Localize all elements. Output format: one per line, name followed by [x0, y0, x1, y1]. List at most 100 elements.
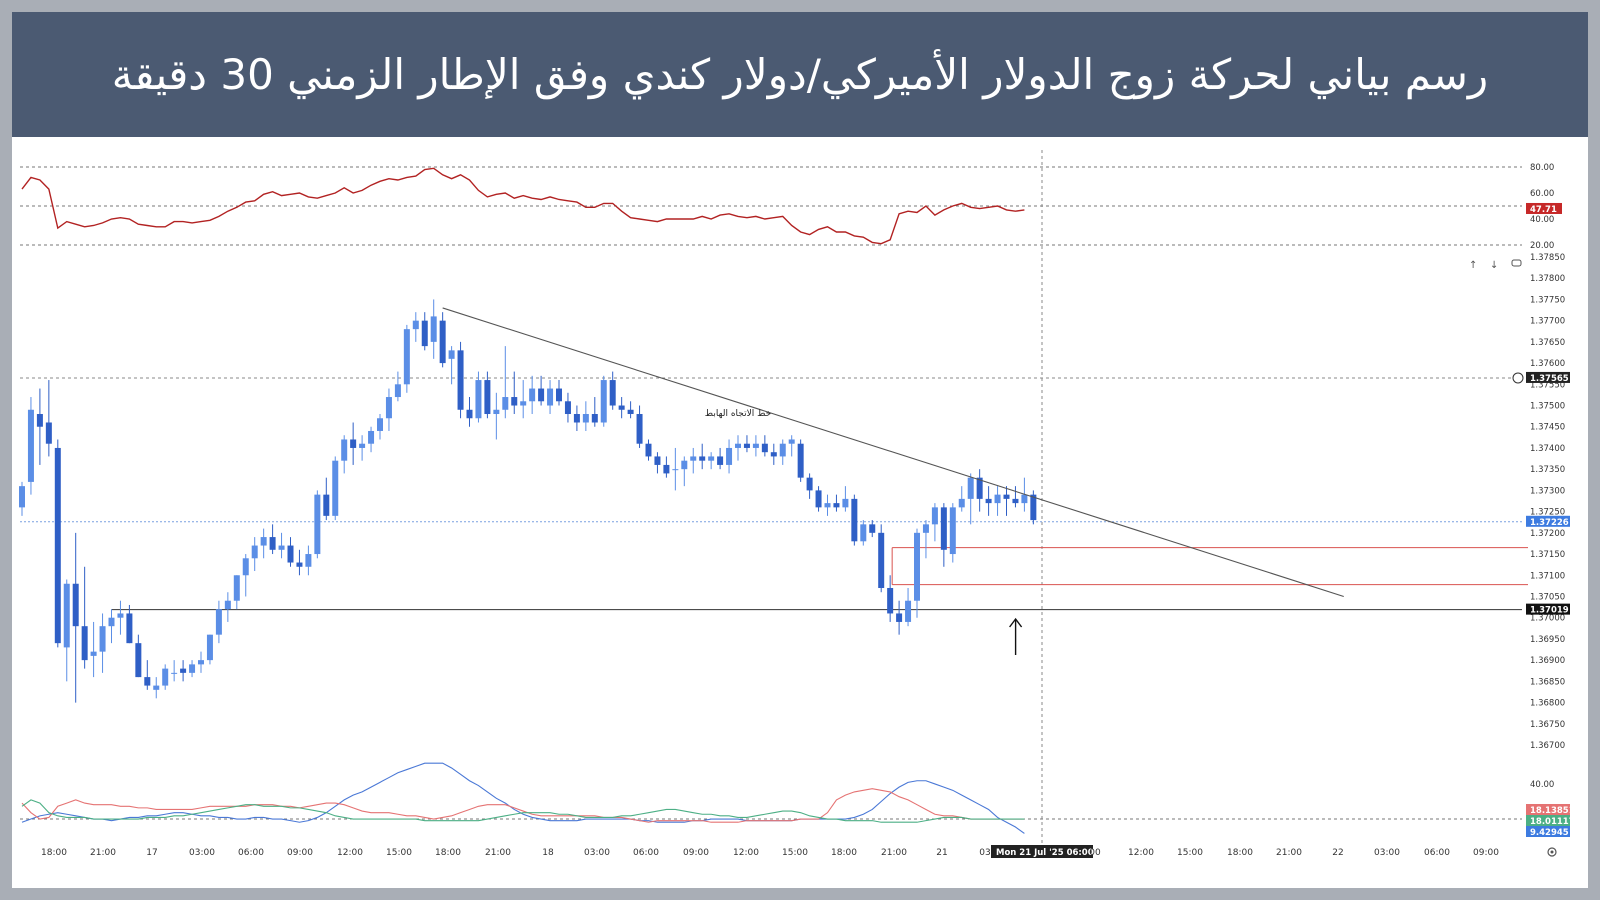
candle-body — [117, 613, 124, 618]
candle-body — [547, 388, 554, 406]
crosshair-date-text: Mon 21 Jul '25 06:00 — [996, 848, 1094, 858]
x-tick-label: 06:00 — [1424, 848, 1450, 858]
candle-body — [81, 626, 88, 661]
candle-body — [797, 443, 804, 478]
x-tick-label: 15:00 — [1177, 848, 1203, 858]
candle-body — [224, 600, 231, 610]
x-tick-label: 17 — [146, 848, 157, 858]
candle-body — [654, 456, 661, 465]
eye-icon[interactable] — [1547, 847, 1557, 857]
candle-body — [949, 507, 956, 555]
candle-body — [260, 537, 267, 546]
candle-body — [287, 545, 294, 563]
candle-body — [582, 414, 589, 423]
dmi-panel — [21, 762, 1025, 834]
candle-body — [215, 609, 222, 635]
candle-body — [323, 494, 330, 516]
candle-body — [421, 320, 428, 347]
candle-body — [708, 456, 715, 461]
x-tick-label: 09:00 — [1473, 848, 1499, 858]
price-tick-label: 1.36900 — [1530, 656, 1565, 666]
rsi-tick-label: 60.00 — [1530, 189, 1554, 199]
arrow-up-icon[interactable]: ↑ — [1469, 260, 1477, 271]
price-tick-label: 1.37500 — [1530, 402, 1565, 412]
candle-body — [448, 350, 455, 359]
downtrend-line — [442, 307, 1344, 598]
x-tick-label: 09:00 — [683, 848, 709, 858]
last-price-badge — [1526, 515, 1570, 527]
rsi-line — [21, 167, 1025, 245]
candle-body — [815, 490, 822, 508]
toolbar-icons[interactable]: ↑ ↓ — [1469, 259, 1557, 857]
candle-body — [726, 447, 733, 465]
candle-body — [251, 545, 258, 559]
candle-body — [779, 443, 786, 457]
candle-body — [690, 456, 697, 461]
candle-body — [108, 617, 115, 627]
candle-body — [985, 498, 992, 504]
candle-body — [735, 443, 741, 448]
candle-body — [1012, 498, 1019, 504]
refresh-icon[interactable] — [1511, 259, 1522, 267]
candle-body — [1030, 494, 1037, 521]
candle-body — [368, 430, 375, 444]
rsi-tick-label: 20.00 — [1530, 241, 1554, 251]
price-tick-label: 1.37600 — [1530, 359, 1565, 369]
arrow-down-icon[interactable]: ↓ — [1490, 260, 1498, 271]
candle-body — [242, 558, 249, 576]
price-tick-label: 1.37800 — [1530, 274, 1565, 284]
candle-body — [824, 503, 831, 508]
candle-body — [305, 554, 312, 567]
candle-body — [493, 409, 500, 415]
candle-body — [180, 668, 187, 673]
candle-body — [466, 409, 473, 419]
x-tick-label: 03:00 — [189, 848, 215, 858]
price-tick-label: 1.37050 — [1530, 592, 1565, 602]
support-price-badge — [1526, 603, 1570, 615]
candle-body — [520, 401, 527, 406]
candle-body — [332, 460, 339, 516]
candle-body — [922, 524, 929, 533]
candle-body — [385, 397, 392, 419]
candle-body — [394, 384, 401, 398]
candle-body — [162, 668, 169, 686]
price-tick-label: 1.36800 — [1530, 699, 1565, 709]
candle-body — [958, 498, 965, 508]
eye-pupil-icon — [1550, 850, 1554, 854]
price-tick-label: 1.37100 — [1530, 571, 1565, 581]
candle-body — [135, 643, 142, 678]
candle-body — [171, 672, 178, 674]
x-tick-label: 21:00 — [90, 848, 116, 858]
candle-body — [788, 439, 795, 444]
price-tick-label: 1.37650 — [1530, 338, 1565, 348]
candle-body — [126, 613, 133, 644]
dmi-value-badge — [1526, 826, 1570, 837]
candle-body — [752, 443, 759, 448]
x-tick-label: 15:00 — [782, 848, 808, 858]
x-tick-label: 18:00 — [435, 848, 461, 858]
x-tick-label: 03:00 — [1374, 848, 1400, 858]
candle-body — [1021, 494, 1028, 504]
dmi-value-badge-text: 18.01117 — [1530, 817, 1575, 827]
up-arrow-head — [1009, 617, 1023, 628]
candle-body — [377, 418, 383, 431]
price-tick-label: 1.37000 — [1530, 614, 1565, 624]
candle-body — [717, 456, 724, 465]
candle-body — [45, 422, 52, 444]
candle-body — [502, 397, 509, 410]
candle-body — [896, 613, 903, 622]
candle-body — [967, 477, 974, 499]
dmi-value-badge — [1526, 815, 1570, 826]
dmi-value-badge — [1526, 804, 1570, 815]
candle-body — [645, 443, 652, 457]
price-tick-label: 1.37750 — [1530, 295, 1565, 305]
candle-body — [770, 452, 777, 457]
hover-price-badge-text: 1.37565 — [1530, 374, 1569, 384]
candle-body — [860, 524, 867, 542]
candle-body — [833, 503, 840, 508]
candle-body — [99, 626, 106, 652]
candle-body — [887, 587, 894, 614]
candle-body — [314, 494, 321, 555]
x-tick-label: 12:00 — [1128, 848, 1154, 858]
